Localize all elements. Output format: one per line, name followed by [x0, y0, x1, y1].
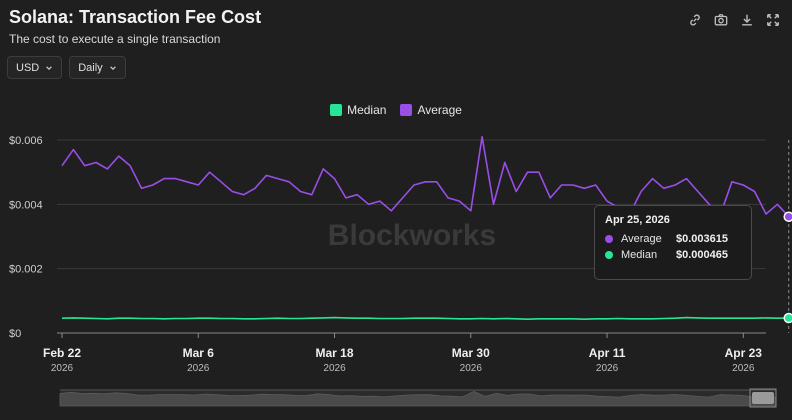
- hover-marker-average: [783, 211, 792, 222]
- fullscreen-icon[interactable]: [766, 13, 780, 27]
- legend-swatch-average: [400, 104, 413, 116]
- x-tick-label: Feb 22: [43, 346, 81, 360]
- legend-item-median[interactable]: Median: [330, 103, 386, 117]
- camera-icon[interactable]: [714, 13, 728, 27]
- x-tick-year: 2026: [732, 363, 755, 374]
- x-tick-label: Mar 30: [452, 346, 490, 360]
- x-tick-label: Apr 11: [589, 346, 626, 360]
- y-tick-label: $0.004: [9, 199, 43, 211]
- chevron-down-icon: [109, 65, 116, 70]
- x-tick-year: 2026: [460, 363, 483, 374]
- tooltip-label-median: Median: [621, 249, 658, 261]
- currency-value: USD: [16, 61, 40, 74]
- interval-value: Daily: [78, 61, 103, 74]
- link-icon[interactable]: [688, 13, 702, 27]
- chart-toolbar: [688, 13, 780, 27]
- watermark: Blockworks: [328, 219, 496, 252]
- page-title: Solana: Transaction Fee Cost: [9, 7, 262, 27]
- navigator-handle[interactable]: [752, 392, 774, 404]
- currency-dropdown[interactable]: USD: [7, 56, 63, 79]
- chart-controls: USD Daily: [7, 56, 126, 79]
- tooltip-row-average: Average $0.003615: [605, 233, 741, 245]
- legend-label-average: Average: [417, 103, 462, 117]
- tooltip-date: Apr 25, 2026: [605, 214, 670, 226]
- legend-label-median: Median: [347, 103, 387, 117]
- x-tick-label: Mar 18: [316, 346, 354, 360]
- navigator-area: [59, 390, 777, 407]
- x-tick-label: Mar 6: [183, 346, 215, 360]
- x-tick-year: 2026: [596, 363, 619, 374]
- x-tick-year: 2026: [187, 363, 210, 374]
- legend-swatch-median: [330, 104, 343, 116]
- y-tick-label: $0.002: [9, 264, 43, 276]
- x-tick-year: 2026: [51, 363, 74, 374]
- y-tick-label: $0: [9, 328, 21, 340]
- hover-tooltip: Apr 25, 2026 Average $0.003615 Median $0…: [594, 205, 752, 280]
- series-line-median: [61, 316, 789, 321]
- range-navigator[interactable]: [59, 388, 777, 408]
- tooltip-value-average: $0.003615: [676, 233, 728, 245]
- tooltip-row-median: Median $0.000465: [605, 249, 741, 261]
- download-icon[interactable]: [740, 13, 754, 27]
- tooltip-value-median: $0.000465: [676, 249, 728, 261]
- chart-legend: Median Average: [0, 103, 792, 117]
- y-tick-label: $0.006: [9, 135, 43, 147]
- tooltip-dot-average: [605, 235, 613, 243]
- page-subtitle: The cost to execute a single transaction: [9, 32, 221, 46]
- interval-dropdown[interactable]: Daily: [69, 56, 126, 79]
- series-line-average: [61, 136, 790, 218]
- tooltip-dot-median: [605, 251, 613, 259]
- navigator-window[interactable]: [749, 388, 777, 408]
- tooltip-label-average: Average: [621, 233, 662, 245]
- legend-item-average[interactable]: Average: [400, 103, 462, 117]
- chevron-down-icon: [46, 65, 53, 70]
- x-tick-label: Apr 23: [725, 346, 763, 360]
- hover-marker-median: [783, 312, 792, 324]
- x-tick-year: 2026: [323, 363, 346, 374]
